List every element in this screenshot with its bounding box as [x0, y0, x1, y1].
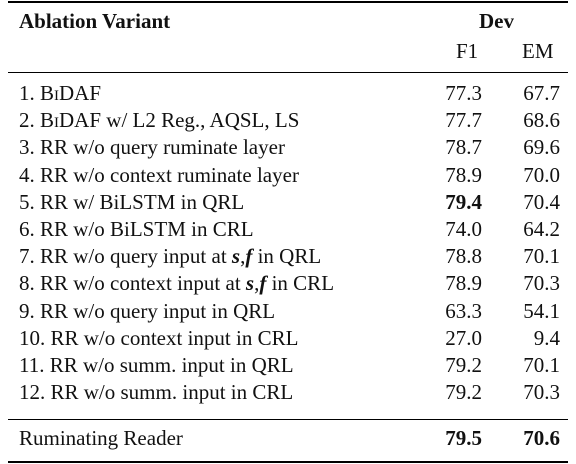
- row-em: 9.4: [533, 325, 560, 350]
- row-label: 10. RR w/o context input in CRL: [19, 325, 299, 350]
- header-f1: F1: [456, 39, 479, 63]
- row-f1: 77.3: [445, 81, 482, 105]
- row-label: 8. RR w/o context input at s,f in CRL: [19, 271, 335, 296]
- row-label: 7. RR w/o query input at s,f in QRL: [19, 244, 322, 269]
- final-f1: 79.5: [445, 426, 482, 450]
- row-f1: 77.7: [445, 108, 482, 133]
- row-em: 70.3: [523, 271, 560, 296]
- table-row: 4. RR w/o context ruminate layer 78.9 70…: [0, 163, 576, 190]
- final-row: Ruminating Reader 79.5 70.6: [0, 426, 576, 454]
- table-row: 2. BiDAF w/ L2 Reg., AQSL, LS 77.7 68.6: [0, 108, 576, 135]
- table-row: 12. RR w/o summ. input in CRL 79.2 70.3: [0, 380, 576, 407]
- row-label: 2. BiDAF w/ L2 Reg., AQSL, LS: [19, 108, 300, 133]
- final-label: Ruminating Reader: [19, 426, 183, 450]
- row-em: 70.1: [523, 244, 560, 269]
- top-rule: [8, 1, 568, 3]
- row-label: 5. RR w/ BiLSTM in QRL: [19, 189, 245, 214]
- row-em: 64.2: [523, 216, 560, 241]
- table-row: 5. RR w/ BiLSTM in QRL 79.4 70.4: [0, 190, 576, 217]
- row-em: 70.0: [523, 162, 560, 187]
- row-f1: 78.9: [445, 162, 482, 187]
- row-em: 70.4: [523, 189, 560, 214]
- row-f1: 79.2: [445, 380, 482, 405]
- row-f1: 79.4: [445, 189, 482, 214]
- table-row: 9. RR w/o query input in QRL 63.3 54.1: [0, 299, 576, 326]
- row-em: 69.6: [523, 135, 560, 160]
- table-row: 11. RR w/o summ. input in QRL 79.2 70.1: [0, 353, 576, 380]
- row-label: 6. RR w/o BiLSTM in CRL: [19, 216, 254, 241]
- row-f1: 27.0: [445, 325, 482, 350]
- row-f1: 78.7: [445, 135, 482, 160]
- row-em: 68.6: [523, 108, 560, 133]
- final-rule: [8, 419, 568, 420]
- row-em: 70.3: [523, 380, 560, 405]
- header-ablation-variant: Ablation Variant: [19, 9, 171, 33]
- row-label: 12. RR w/o summ. input in CRL: [19, 380, 294, 405]
- row-em: 54.1: [523, 298, 560, 323]
- table-row: 6. RR w/o BiLSTM in CRL 74.0 64.2: [0, 217, 576, 244]
- table-row: 8. RR w/o context input at s,f in CRL 78…: [0, 271, 576, 298]
- bottom-rule: [8, 461, 568, 463]
- row-f1: 78.8: [445, 244, 482, 269]
- table-body: 1. BiDAF 77.3 67.7 2. BiDAF w/ L2 Reg., …: [0, 81, 576, 407]
- row-label: 3. RR w/o query ruminate layer: [19, 135, 285, 160]
- header-rule: [8, 72, 568, 73]
- row-em: 70.1: [523, 352, 560, 377]
- row-f1: 74.0: [445, 216, 482, 241]
- table-row: 10. RR w/o context input in CRL 27.0 9.4: [0, 326, 576, 353]
- row-f1: 63.3: [445, 298, 482, 323]
- row-label: 11. RR w/o summ. input in QRL: [19, 352, 294, 377]
- row-label: 1. BiDAF: [19, 81, 102, 105]
- row-f1: 78.9: [445, 271, 482, 296]
- row-label: 4. RR w/o context ruminate layer: [19, 162, 299, 187]
- table-row: 1. BiDAF 77.3 67.7: [0, 81, 576, 108]
- row-f1: 79.2: [445, 352, 482, 377]
- header-dev: Dev: [479, 9, 514, 33]
- final-em: 70.6: [523, 426, 560, 450]
- header-em: EM: [522, 39, 554, 63]
- table-row: 7. RR w/o query input at s,f in QRL 78.8…: [0, 244, 576, 271]
- table-row: 3. RR w/o query ruminate layer 78.7 69.6: [0, 135, 576, 162]
- row-label: 9. RR w/o query input in QRL: [19, 298, 276, 323]
- row-em: 67.7: [523, 81, 560, 105]
